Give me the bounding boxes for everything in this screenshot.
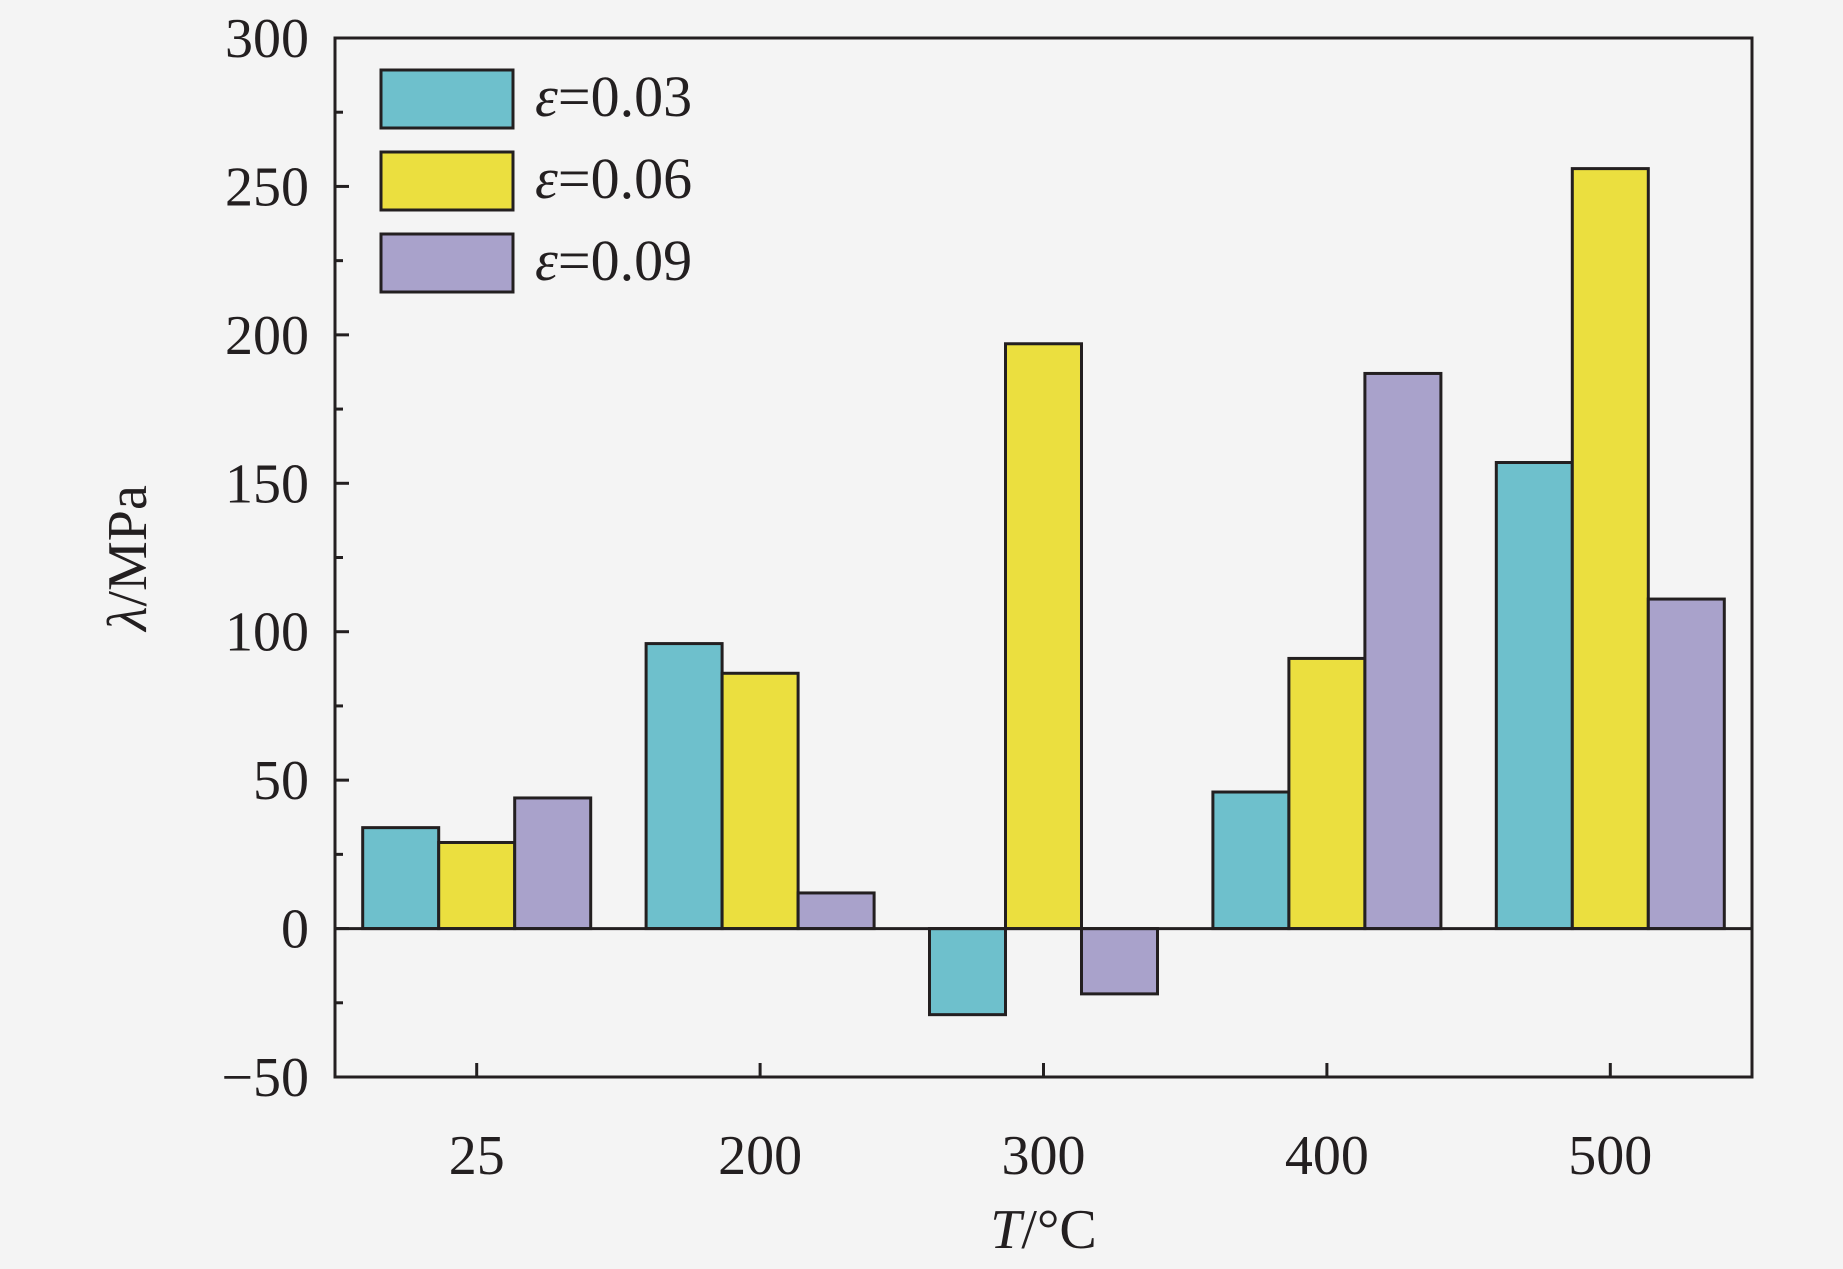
- bar-300-series-2: [1004, 342, 1083, 931]
- bar-200-series-2: [720, 671, 800, 931]
- legend-swatch-1: [379, 68, 515, 130]
- y-tick-label: 300: [225, 8, 309, 70]
- x-tick-label: 200: [718, 1125, 802, 1187]
- legend-label-2: ε=0.06: [535, 146, 692, 211]
- bars: [361, 167, 1726, 1017]
- legend-symbol: ε: [535, 64, 558, 129]
- x-axis-variable: T: [990, 1199, 1025, 1261]
- bar-200-series-3: [796, 891, 876, 931]
- x-axis-title: T/°C: [990, 1199, 1096, 1261]
- x-tick-label: 500: [1568, 1125, 1652, 1187]
- x-tick-label: 400: [1285, 1125, 1369, 1187]
- y-tick-label: −50: [221, 1047, 309, 1109]
- bar-500-series-3: [1646, 597, 1726, 931]
- y-tick-label: 100: [225, 602, 309, 664]
- y-tick-label: 50: [253, 750, 309, 812]
- legend-value: =0.09: [558, 228, 692, 293]
- legend-label-3: ε=0.09: [535, 228, 692, 293]
- legend-swatch-2: [379, 150, 515, 212]
- y-axis-variable: λ: [97, 607, 159, 633]
- y-tick-label: 150: [225, 453, 309, 515]
- y-tick-label: 0: [281, 899, 309, 961]
- bar-25-series-3: [513, 796, 593, 931]
- bar-300-series-1: [928, 927, 1007, 1017]
- bar-25-series-1: [361, 826, 441, 931]
- bar-400-series-1: [1211, 790, 1291, 931]
- bar-200-series-1: [644, 642, 724, 931]
- bar-300-series-3: [1080, 927, 1159, 996]
- y-axis-title: λ/MPa: [97, 485, 159, 633]
- x-tick-label: 25: [449, 1125, 505, 1187]
- x-axis-unit: /°C: [1021, 1199, 1096, 1261]
- legend-symbol: ε: [535, 228, 558, 293]
- bar-400-series-3: [1363, 371, 1443, 931]
- axes: −50 0 50 100 150 200 250 300 25 200 300 400 500 T/°C λ…: [97, 8, 1754, 1261]
- legend-value: =0.06: [558, 146, 692, 211]
- bar-500-series-1: [1494, 461, 1574, 931]
- y-axis-unit: /MPa: [97, 485, 159, 606]
- y-tick-label: 200: [225, 305, 309, 367]
- bar-400-series-2: [1287, 656, 1367, 931]
- legend-swatch-3: [379, 232, 515, 294]
- x-tick-label: 300: [1002, 1125, 1086, 1187]
- legend: ε=0.03ε=0.06ε=0.09: [379, 64, 692, 294]
- bar-25-series-2: [437, 840, 517, 931]
- legend-label-1: ε=0.03: [535, 64, 692, 129]
- bar-500-series-2: [1570, 167, 1650, 931]
- y-tick-label: 250: [225, 156, 309, 218]
- legend-symbol: ε: [535, 146, 558, 211]
- legend-value: =0.03: [558, 64, 692, 129]
